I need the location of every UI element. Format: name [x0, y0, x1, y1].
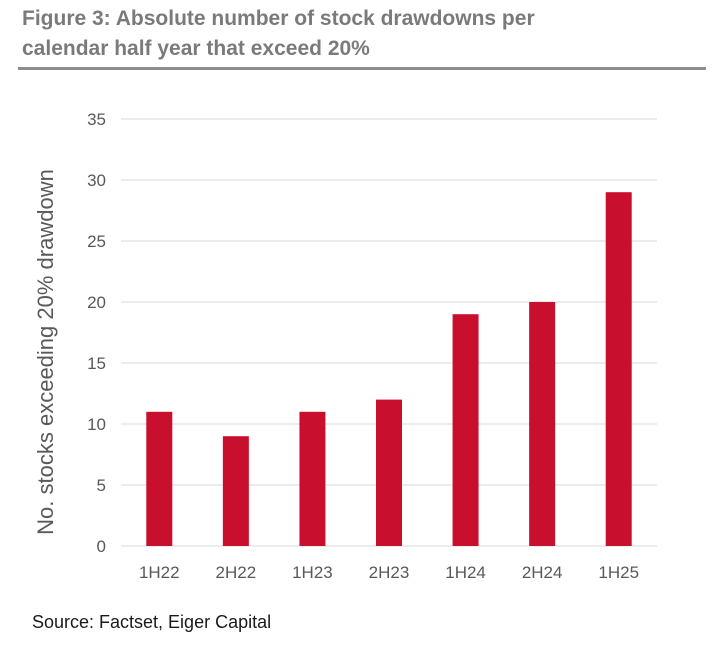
bar-2h24 [529, 302, 556, 546]
y-tick-label: 35 [87, 110, 106, 129]
y-tick-label: 0 [97, 537, 106, 556]
source-note: Source: Factset, Eiger Capital [32, 612, 272, 632]
bar-1h24 [452, 314, 479, 546]
figure-title-line-1: Figure 3: Absolute number of stock drawd… [22, 7, 535, 30]
figure-title-line-2: calendar half year that exceed 20% [22, 37, 370, 60]
x-tick-label: 1H22 [139, 563, 180, 582]
y-tick-label: 10 [87, 415, 106, 434]
x-tick-label: 2H23 [369, 563, 410, 582]
y-tick-label: 15 [87, 354, 106, 373]
bar-1h22 [146, 411, 173, 546]
bar-1h23 [299, 411, 326, 546]
bar-2h23 [376, 399, 402, 546]
x-axis-ticks: 1H22 2H22 1H23 2H23 1H24 2H24 1H25 [139, 563, 639, 582]
y-tick-label: 5 [97, 476, 106, 495]
bar-1h25 [605, 192, 632, 546]
y-axis-ticks: 0 5 10 15 20 25 30 35 [87, 110, 106, 556]
bar-2h22 [222, 436, 249, 546]
title-divider [18, 67, 706, 70]
y-tick-label: 30 [87, 171, 106, 190]
y-tick-label: 25 [87, 232, 106, 251]
x-tick-label: 1H24 [445, 563, 486, 582]
x-tick-label: 2H22 [216, 563, 257, 582]
y-tick-label: 20 [87, 293, 106, 312]
y-axis-label: No. stocks exceeding 20% drawdown [33, 169, 58, 535]
x-tick-label: 1H23 [292, 563, 333, 582]
x-tick-label: 1H25 [598, 563, 639, 582]
bars [146, 192, 632, 546]
figure-title: Figure 3: Absolute number of stock drawd… [22, 4, 702, 64]
x-tick-label: 2H24 [522, 563, 563, 582]
